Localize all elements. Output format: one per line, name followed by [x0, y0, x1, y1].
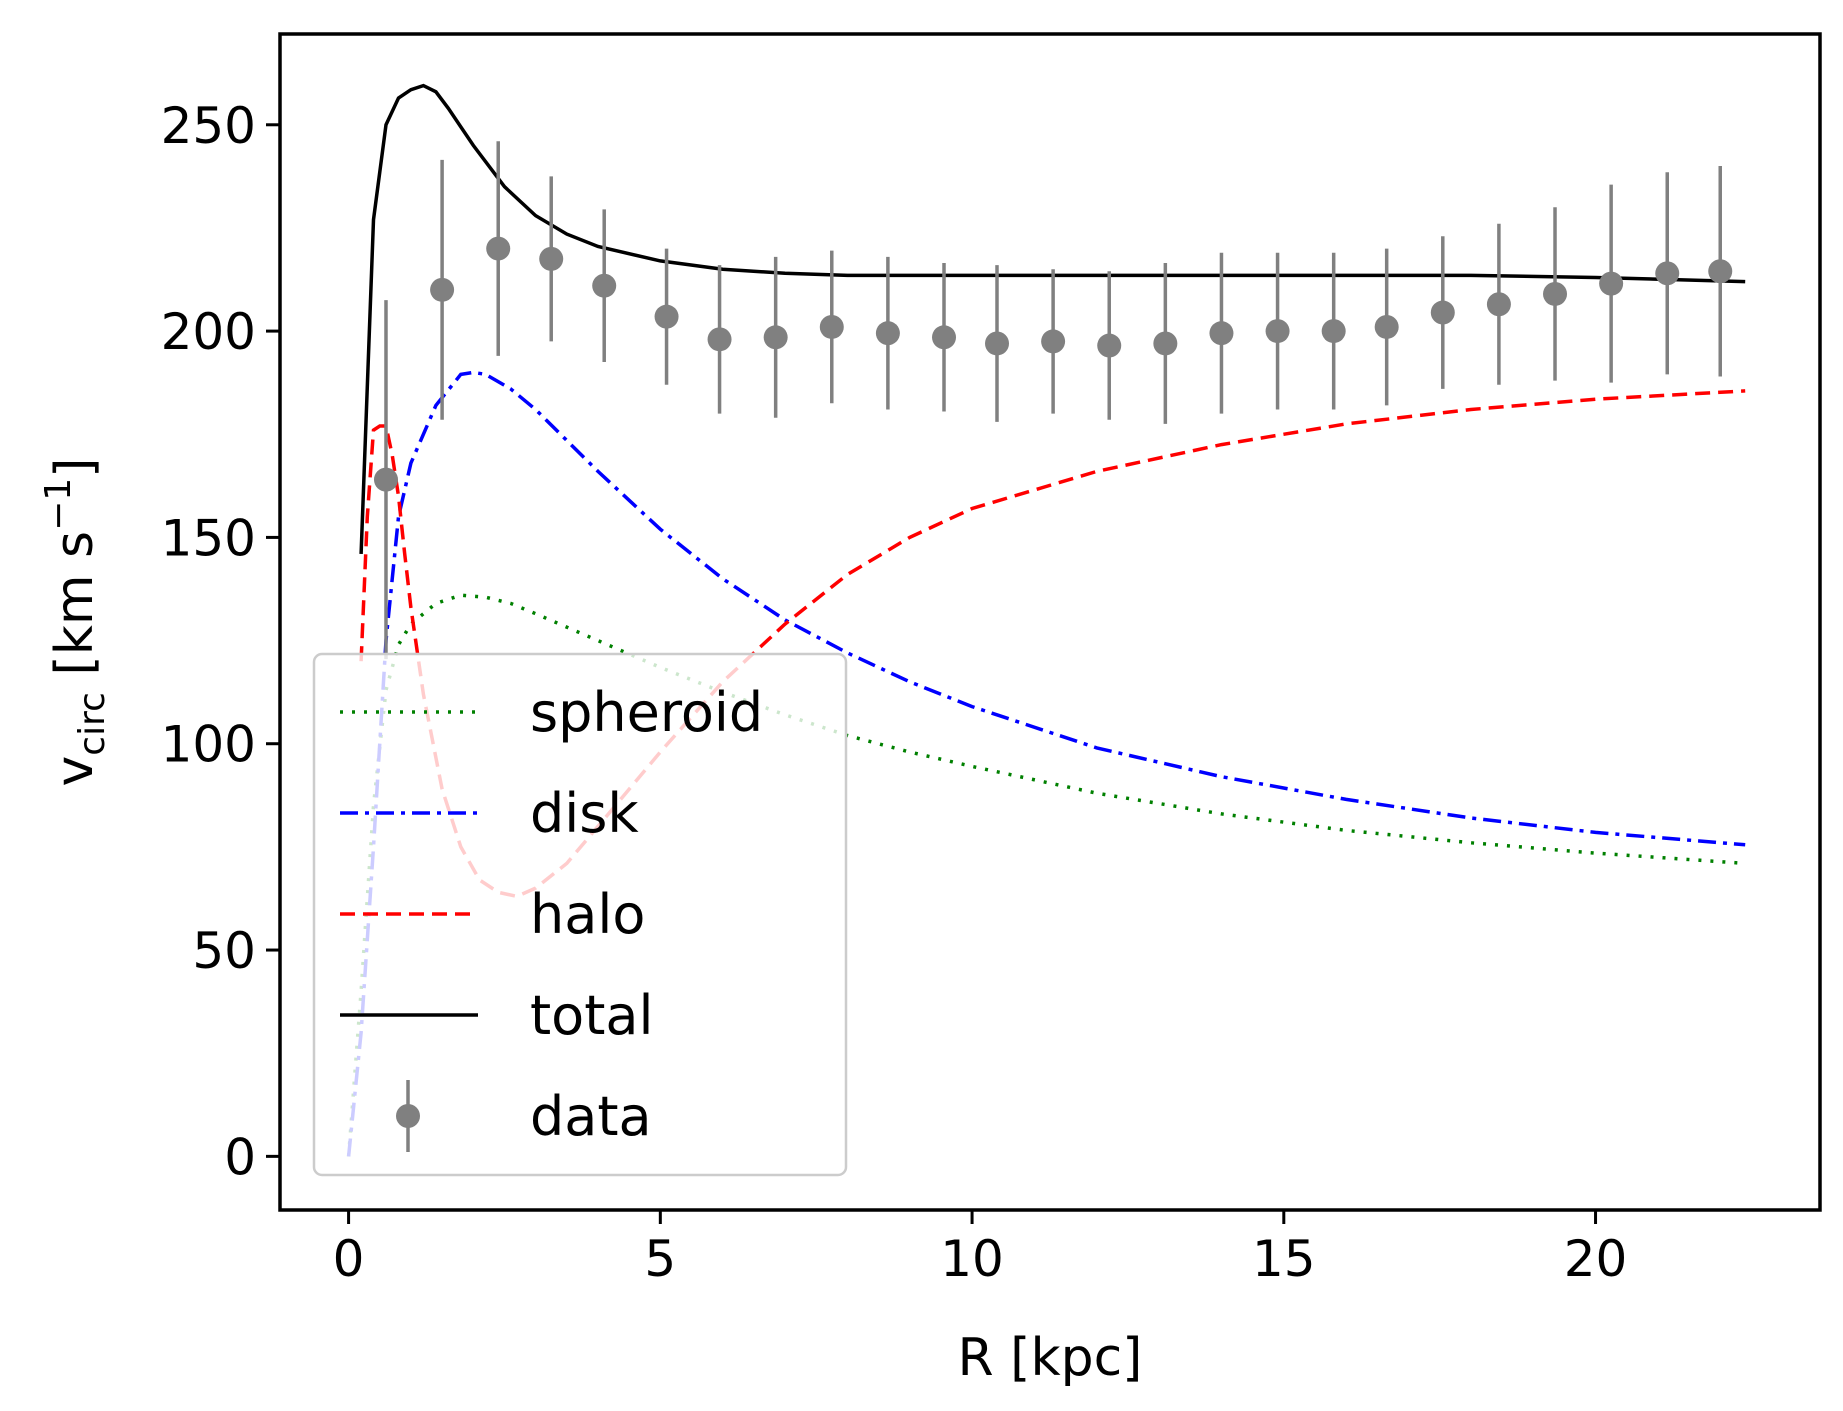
data-point-20: [1486, 292, 1511, 317]
data-point-6: [707, 327, 732, 352]
data-point-10: [932, 325, 957, 350]
x-tick-label-3: 15: [1252, 1230, 1316, 1288]
data-point-11: [985, 331, 1010, 356]
data-point-19: [1430, 300, 1455, 325]
y-tick-label-5: 250: [161, 97, 256, 155]
legend: spheroid disk halo total data: [312, 652, 848, 1177]
y-tick-label-4: 200: [161, 303, 256, 361]
y-tick-label-1: 50: [192, 922, 256, 980]
legend-label-total: total: [530, 984, 653, 1047]
data-layer: [373, 141, 1733, 660]
x-tick-label-2: 10: [940, 1230, 1004, 1288]
data-point-22: [1599, 271, 1624, 296]
legend-swatch-data: [396, 1104, 420, 1128]
data-point-14: [1153, 331, 1178, 356]
y-tick-label-0: 0: [224, 1128, 256, 1186]
legend-box: [312, 652, 848, 1177]
data-point-5: [654, 304, 679, 329]
data-point-8: [819, 314, 844, 339]
data-point-7: [763, 325, 788, 350]
legend-label-data: data: [530, 1085, 652, 1148]
series-line-disk: [346, 370, 1746, 1157]
data-point-21: [1543, 281, 1568, 306]
y-axis-label-main: v: [45, 756, 105, 787]
data-point-0: [373, 467, 398, 492]
x-tick-label-1: 5: [644, 1230, 676, 1288]
x-axis-label: R [kpc]: [958, 1328, 1143, 1388]
data-point-1: [430, 277, 455, 302]
data-point-9: [875, 321, 900, 346]
data-point-23: [1655, 261, 1680, 286]
y-tick-label-2: 100: [161, 716, 256, 774]
y-axis-label: vcirc [km s−1]: [38, 458, 113, 787]
y-axis-label-sup: −1: [38, 478, 79, 531]
legend-label-disk: disk: [530, 782, 639, 845]
data-point-4: [592, 273, 617, 298]
data-point-24: [1708, 259, 1733, 284]
data-point-12: [1041, 329, 1066, 354]
data-point-15: [1209, 321, 1234, 346]
data-point-16: [1265, 319, 1290, 344]
legend-label-halo: halo: [530, 883, 645, 946]
x-tick-label-4: 20: [1564, 1230, 1628, 1288]
data-point-17: [1321, 319, 1346, 344]
data-point-18: [1374, 314, 1399, 339]
data-point-3: [539, 246, 564, 271]
series-line-total: [359, 83, 1746, 554]
y-axis-label-unit: [km s: [45, 531, 105, 692]
y-axis-label-close: ]: [45, 458, 105, 478]
legend-label-spheroid: spheroid: [530, 681, 763, 744]
plot-frame: [278, 32, 1822, 1212]
y-tick-label-3: 150: [161, 509, 256, 567]
data-point-2: [486, 236, 511, 261]
y-axis-label-sub: circ: [72, 692, 113, 756]
x-tick-label-0: 0: [333, 1230, 365, 1288]
data-point-13: [1097, 333, 1122, 358]
